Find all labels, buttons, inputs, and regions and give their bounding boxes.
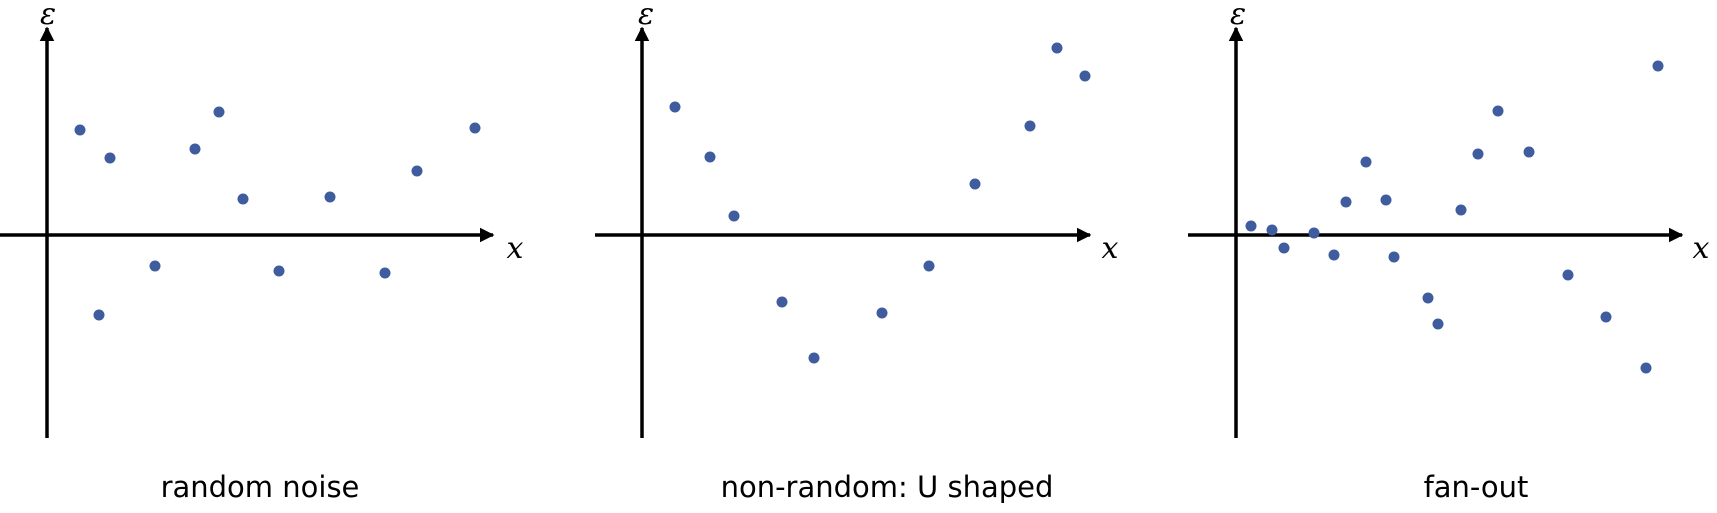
panel-u-shaped: ε x non-random: U shaped: [595, 0, 1119, 504]
data-point: [1245, 220, 1257, 232]
data-point: [237, 193, 249, 205]
data-point: [104, 152, 116, 164]
data-point: [1308, 227, 1320, 239]
panel-fan-out: ε x fan-out: [1188, 0, 1710, 504]
y-axis-label: ε: [638, 0, 654, 32]
data-point: [1360, 156, 1372, 168]
data-point: [1380, 194, 1392, 206]
data-point: [876, 307, 888, 319]
data-point: [1024, 120, 1036, 132]
data-point: [1523, 146, 1535, 158]
data-point: [1278, 242, 1290, 254]
data-point: [213, 106, 225, 118]
data-point: [1266, 224, 1278, 236]
y-axis-label: ε: [1230, 0, 1246, 32]
x-axis-label: x: [1102, 231, 1119, 266]
data-point: [379, 267, 391, 279]
data-point: [1455, 204, 1467, 216]
data-point: [273, 265, 285, 277]
data-point: [969, 178, 981, 190]
y-axis-label: ε: [40, 0, 56, 32]
data-point: [728, 210, 740, 222]
data-point: [669, 101, 681, 113]
data-point: [324, 191, 336, 203]
data-point: [1422, 292, 1434, 304]
data-point: [704, 151, 716, 163]
data-point: [923, 260, 935, 272]
data-point: [469, 122, 481, 134]
data-point: [1079, 70, 1091, 82]
data-point: [1492, 105, 1504, 117]
data-point: [1051, 42, 1063, 54]
data-point: [189, 143, 201, 155]
data-point: [1388, 251, 1400, 263]
data-point: [1640, 362, 1652, 374]
x-axis-label: x: [507, 231, 524, 266]
panel-caption: fan-out: [1424, 470, 1529, 504]
panel-caption: random noise: [161, 470, 360, 504]
data-point: [411, 165, 423, 177]
x-axis-label: x: [1693, 231, 1710, 266]
data-point: [808, 352, 820, 364]
data-point: [93, 309, 105, 321]
panel-caption: non-random: U shaped: [721, 470, 1054, 504]
data-point: [149, 260, 161, 272]
data-point: [1600, 311, 1612, 323]
scatter-points: [74, 106, 481, 321]
data-point: [1328, 249, 1340, 261]
data-point: [1432, 318, 1444, 330]
data-point: [1472, 148, 1484, 160]
data-point: [1340, 196, 1352, 208]
panel-random-noise: ε x random noise: [0, 0, 524, 504]
data-point: [74, 124, 86, 136]
scatter-points: [1245, 60, 1664, 374]
data-point: [1562, 269, 1574, 281]
data-point: [776, 296, 788, 308]
scatter-points: [669, 42, 1091, 364]
data-point: [1652, 60, 1664, 72]
